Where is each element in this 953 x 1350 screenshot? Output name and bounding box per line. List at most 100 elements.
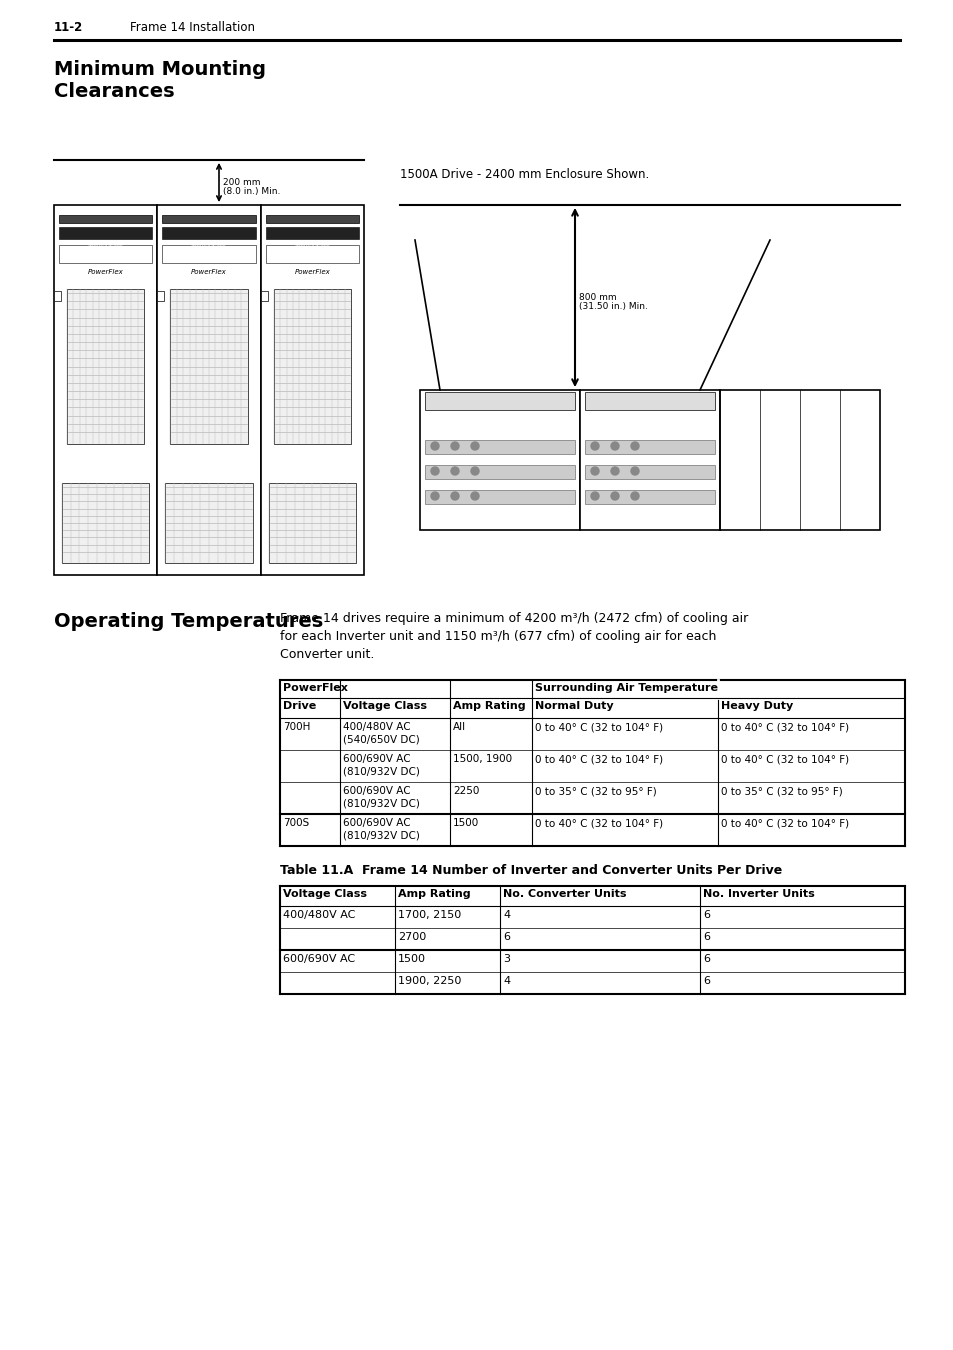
Bar	[584, 392, 714, 410]
Text: PowerFlex: PowerFlex	[283, 683, 348, 693]
Text: Drive: Drive	[283, 701, 315, 711]
Bar	[720, 390, 879, 531]
Text: 6: 6	[702, 910, 709, 919]
Bar	[171, 289, 248, 444]
Bar	[260, 292, 268, 301]
Bar	[584, 440, 714, 454]
Text: All: All	[453, 722, 466, 732]
Text: Voltage Class: Voltage Class	[343, 701, 427, 711]
Circle shape	[610, 491, 618, 500]
Text: Frame 14 Installation: Frame 14 Installation	[130, 22, 254, 34]
Text: 6: 6	[502, 931, 510, 942]
Text: 600/690V AC: 600/690V AC	[283, 954, 355, 964]
Text: 1700, 2150: 1700, 2150	[397, 910, 460, 919]
Text: 1500: 1500	[397, 954, 426, 964]
Circle shape	[451, 467, 458, 475]
Text: allen-bradley: allen-bradley	[294, 243, 330, 247]
Text: No. Inverter Units: No. Inverter Units	[702, 890, 814, 899]
Text: 0 to 40° C (32 to 104° F): 0 to 40° C (32 to 104° F)	[720, 818, 848, 828]
Text: 4: 4	[502, 910, 510, 919]
Text: 2700: 2700	[397, 931, 426, 942]
Bar	[162, 215, 255, 223]
Text: 1500: 1500	[453, 818, 478, 828]
Text: 400/480V AC: 400/480V AC	[283, 910, 355, 919]
Text: for each Inverter unit and 1150 m³/h (677 cfm) of cooling air for each: for each Inverter unit and 1150 m³/h (67…	[280, 630, 716, 643]
Bar	[265, 215, 358, 223]
Text: allen-bradley: allen-bradley	[88, 243, 124, 247]
Circle shape	[610, 441, 618, 450]
Text: 0 to 40° C (32 to 104° F): 0 to 40° C (32 to 104° F)	[535, 722, 662, 732]
Circle shape	[590, 467, 598, 475]
Bar	[265, 227, 358, 239]
Text: 600/690V AC
(810/932V DC): 600/690V AC (810/932V DC)	[343, 818, 419, 841]
Circle shape	[431, 491, 438, 500]
Text: 700S: 700S	[283, 818, 309, 828]
Text: Minimum Mounting
Clearances: Minimum Mounting Clearances	[54, 59, 266, 101]
Text: 6: 6	[702, 976, 709, 986]
Text: PowerFlex: PowerFlex	[294, 269, 330, 275]
Text: 700H: 700H	[283, 722, 310, 732]
Bar	[579, 390, 720, 531]
Text: 1500A Drive - 2400 mm Enclosure Shown.: 1500A Drive - 2400 mm Enclosure Shown.	[399, 167, 649, 181]
Circle shape	[630, 441, 639, 450]
Bar	[162, 244, 255, 263]
Circle shape	[630, 491, 639, 500]
Bar	[59, 244, 152, 263]
Text: 400/480V AC
(540/650V DC): 400/480V AC (540/650V DC)	[343, 722, 419, 744]
Text: PowerFlex: PowerFlex	[88, 269, 123, 275]
Circle shape	[431, 441, 438, 450]
Text: 6: 6	[702, 954, 709, 964]
Text: 11-2: 11-2	[54, 22, 83, 34]
Text: Amp Rating: Amp Rating	[453, 701, 525, 711]
Text: 0 to 40° C (32 to 104° F): 0 to 40° C (32 to 104° F)	[720, 722, 848, 732]
Text: 600/690V AC
(810/932V DC): 600/690V AC (810/932V DC)	[343, 786, 419, 809]
Circle shape	[590, 441, 598, 450]
Text: Frame 14 drives require a minimum of 4200 m³/h (2472 cfm) of cooling air: Frame 14 drives require a minimum of 420…	[280, 612, 747, 625]
Bar	[62, 483, 150, 563]
Text: No. Converter Units: No. Converter Units	[502, 890, 626, 899]
Bar	[424, 440, 575, 454]
Bar	[269, 483, 355, 563]
Bar	[157, 205, 260, 575]
Bar	[265, 244, 358, 263]
Text: Voltage Class: Voltage Class	[283, 890, 367, 899]
Bar	[157, 292, 164, 301]
Bar	[54, 205, 157, 575]
Text: Surrounding Air Temperature: Surrounding Air Temperature	[535, 683, 718, 693]
Circle shape	[451, 441, 458, 450]
Text: Converter unit.: Converter unit.	[280, 648, 374, 662]
Text: Table 11.A  Frame 14 Number of Inverter and Converter Units Per Drive: Table 11.A Frame 14 Number of Inverter a…	[280, 864, 781, 878]
Bar	[584, 464, 714, 479]
Text: Amp Rating: Amp Rating	[397, 890, 470, 899]
Text: (8.0 in.) Min.: (8.0 in.) Min.	[223, 188, 280, 196]
Text: 0 to 35° C (32 to 95° F): 0 to 35° C (32 to 95° F)	[720, 786, 841, 796]
Text: 600/690V AC
(810/932V DC): 600/690V AC (810/932V DC)	[343, 755, 419, 776]
Text: 4: 4	[502, 976, 510, 986]
Text: 2250: 2250	[453, 786, 478, 796]
Text: 0 to 40° C (32 to 104° F): 0 to 40° C (32 to 104° F)	[535, 755, 662, 764]
Text: allen-bradley: allen-bradley	[191, 243, 227, 247]
Text: 1500, 1900: 1500, 1900	[453, 755, 512, 764]
Circle shape	[451, 491, 458, 500]
Text: 0 to 35° C (32 to 95° F): 0 to 35° C (32 to 95° F)	[535, 786, 656, 796]
Text: 0 to 40° C (32 to 104° F): 0 to 40° C (32 to 104° F)	[535, 818, 662, 828]
Text: Heavy Duty: Heavy Duty	[720, 701, 792, 711]
Text: PowerFlex: PowerFlex	[191, 269, 227, 275]
Text: 800 mm: 800 mm	[578, 293, 616, 302]
Circle shape	[590, 491, 598, 500]
Bar	[67, 289, 144, 444]
Bar	[59, 227, 152, 239]
Circle shape	[630, 467, 639, 475]
Bar	[162, 227, 255, 239]
Text: Normal Duty: Normal Duty	[535, 701, 613, 711]
Bar	[424, 464, 575, 479]
Circle shape	[610, 467, 618, 475]
Circle shape	[471, 441, 478, 450]
Circle shape	[471, 467, 478, 475]
Text: 0 to 40° C (32 to 104° F): 0 to 40° C (32 to 104° F)	[720, 755, 848, 764]
Text: (31.50 in.) Min.: (31.50 in.) Min.	[578, 302, 647, 311]
Bar	[584, 490, 714, 504]
Text: 6: 6	[702, 931, 709, 942]
Circle shape	[471, 491, 478, 500]
Bar	[419, 390, 579, 531]
